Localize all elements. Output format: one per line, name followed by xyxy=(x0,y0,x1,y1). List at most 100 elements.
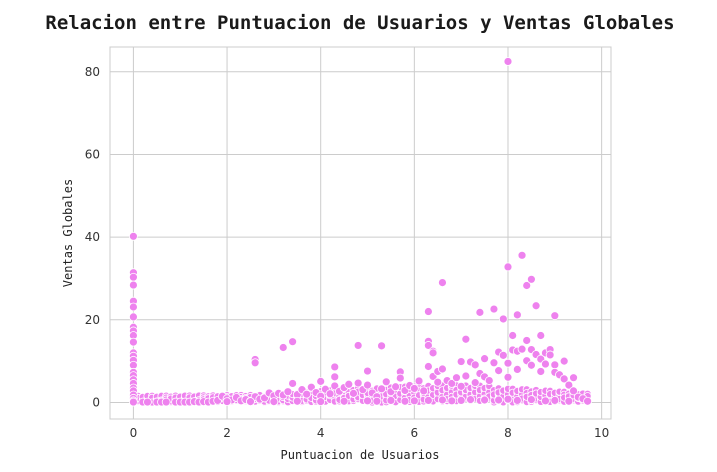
scatter-point xyxy=(363,396,372,406)
y-tick-label: 0 xyxy=(92,395,100,409)
x-tick-labels: 0 2 4 6 8 10 xyxy=(130,426,610,440)
scatter-point xyxy=(129,312,138,322)
scatter-point xyxy=(531,301,541,311)
x-tick-label: 8 xyxy=(504,426,512,440)
scatter-point xyxy=(330,372,340,382)
scatter-point xyxy=(456,395,466,405)
scatter-point xyxy=(522,336,532,345)
scatter-point xyxy=(508,331,518,340)
scatter-point xyxy=(302,389,312,399)
scatter-point xyxy=(283,387,293,397)
grid-lines xyxy=(110,47,611,419)
scatter-point xyxy=(503,394,513,404)
scatter-point xyxy=(559,374,569,384)
y-tick-label: 40 xyxy=(85,230,100,244)
scatter-point xyxy=(423,341,433,350)
scatter-point xyxy=(372,396,382,406)
scatter-point xyxy=(428,348,438,358)
scatter-point xyxy=(545,350,555,360)
scatter-point xyxy=(550,395,560,405)
scatter-point xyxy=(400,396,410,406)
scatter-point xyxy=(470,360,480,370)
scatter-point xyxy=(466,395,475,404)
scatter-point xyxy=(129,302,138,312)
scatter-point xyxy=(517,250,527,260)
scatter-point xyxy=(541,359,550,369)
y-axis-label: Ventas Globales xyxy=(61,179,75,287)
scatter-point xyxy=(222,397,232,407)
scatter-point xyxy=(550,311,560,321)
scatter-point xyxy=(423,395,433,405)
scatter-point xyxy=(423,307,433,316)
scatter-point xyxy=(527,274,536,284)
scatter-point xyxy=(541,396,550,406)
scatter-point xyxy=(512,364,522,374)
scatter-point xyxy=(569,386,578,396)
scatter-point xyxy=(161,397,171,407)
scatter-point xyxy=(349,388,358,398)
scatter-point xyxy=(377,384,386,394)
scatter-point xyxy=(527,395,536,404)
scatter-point xyxy=(363,366,372,376)
scatter-point xyxy=(353,378,363,388)
scatter-point xyxy=(143,397,152,407)
scatter-point xyxy=(391,382,401,392)
scatter-point xyxy=(246,397,255,407)
scatter-point xyxy=(447,379,457,388)
scatter-point xyxy=(456,381,466,391)
scatter-point xyxy=(564,396,574,406)
scatter-point xyxy=(569,373,578,383)
x-tick-label: 2 xyxy=(223,426,231,440)
scatter-point xyxy=(250,358,260,368)
scatter-point xyxy=(395,373,405,383)
scatter-point xyxy=(484,376,494,385)
scatter-point xyxy=(129,280,138,290)
scatter-point xyxy=(129,337,138,347)
scatter-point xyxy=(456,357,466,366)
scatter-point xyxy=(381,377,391,387)
x-axis-label: Puntuacion de Usuarios xyxy=(281,448,440,462)
scatter-point xyxy=(536,331,546,340)
scatter-point xyxy=(325,389,335,399)
scatter-point xyxy=(489,358,499,368)
scatter-point xyxy=(503,57,513,66)
scatter-point xyxy=(522,281,532,290)
scatter-point xyxy=(461,334,471,344)
scatter-point xyxy=(461,371,471,381)
scatter-point xyxy=(339,396,349,406)
scatter-point xyxy=(386,395,396,405)
x-tick-label: 0 xyxy=(130,426,138,440)
scatter-point xyxy=(470,378,480,388)
scatter-point xyxy=(438,395,447,405)
scatter-point xyxy=(452,373,461,383)
scatter-point xyxy=(353,341,363,350)
scatter-point xyxy=(475,307,485,317)
scatter-point xyxy=(498,350,508,360)
y-tick-label: 20 xyxy=(85,313,100,327)
scatter-point xyxy=(438,364,447,374)
scatter-point xyxy=(503,358,513,368)
y-tick-label: 80 xyxy=(85,65,100,79)
scatter-point xyxy=(536,367,546,376)
data-points xyxy=(129,57,592,407)
scatter-point xyxy=(409,396,419,406)
x-tick-label: 4 xyxy=(317,426,325,440)
scatter-point xyxy=(292,396,302,406)
scatter-point xyxy=(480,354,489,364)
scatter-point xyxy=(269,397,279,407)
scatter-point xyxy=(494,366,504,376)
scatter-point xyxy=(559,356,569,366)
scatter-point xyxy=(512,395,522,405)
scatter-point xyxy=(419,386,429,396)
scatter-point xyxy=(489,304,499,314)
y-tick-label: 60 xyxy=(85,147,100,161)
scatter-point xyxy=(278,343,288,352)
chart-title: Relacion entre Puntuacion de Usuarios y … xyxy=(45,12,674,34)
scatter-point xyxy=(517,344,527,354)
scatter-point xyxy=(494,395,504,405)
scatter-point xyxy=(503,372,513,382)
scatter-point xyxy=(423,362,433,371)
scatter-point xyxy=(564,380,574,390)
scatter-point xyxy=(414,376,424,386)
scatter-point xyxy=(288,379,298,388)
